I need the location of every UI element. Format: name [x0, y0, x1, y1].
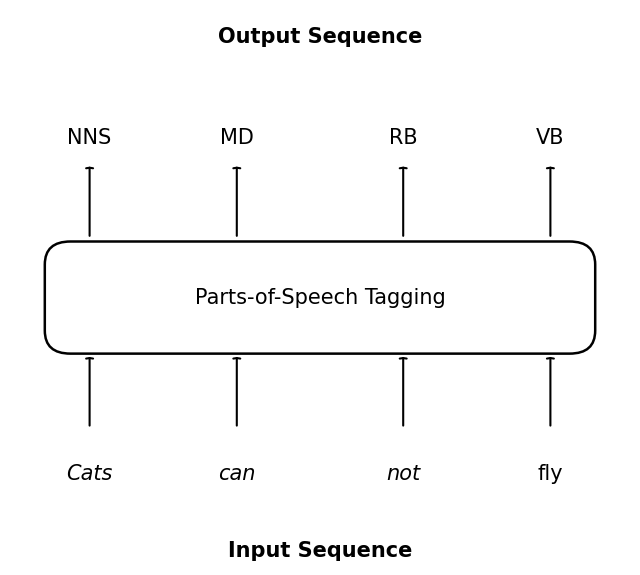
Text: MD: MD — [220, 128, 253, 148]
Text: can: can — [218, 465, 255, 484]
Text: NNS: NNS — [67, 128, 112, 148]
Text: not: not — [386, 465, 420, 484]
Text: Cats: Cats — [67, 465, 113, 484]
Text: Output Sequence: Output Sequence — [218, 28, 422, 47]
Text: VB: VB — [536, 128, 564, 148]
Text: Parts-of-Speech Tagging: Parts-of-Speech Tagging — [195, 288, 445, 308]
Text: fly: fly — [538, 465, 563, 484]
Text: Input Sequence: Input Sequence — [228, 541, 412, 561]
Text: RB: RB — [389, 128, 417, 148]
FancyBboxPatch shape — [45, 242, 595, 354]
